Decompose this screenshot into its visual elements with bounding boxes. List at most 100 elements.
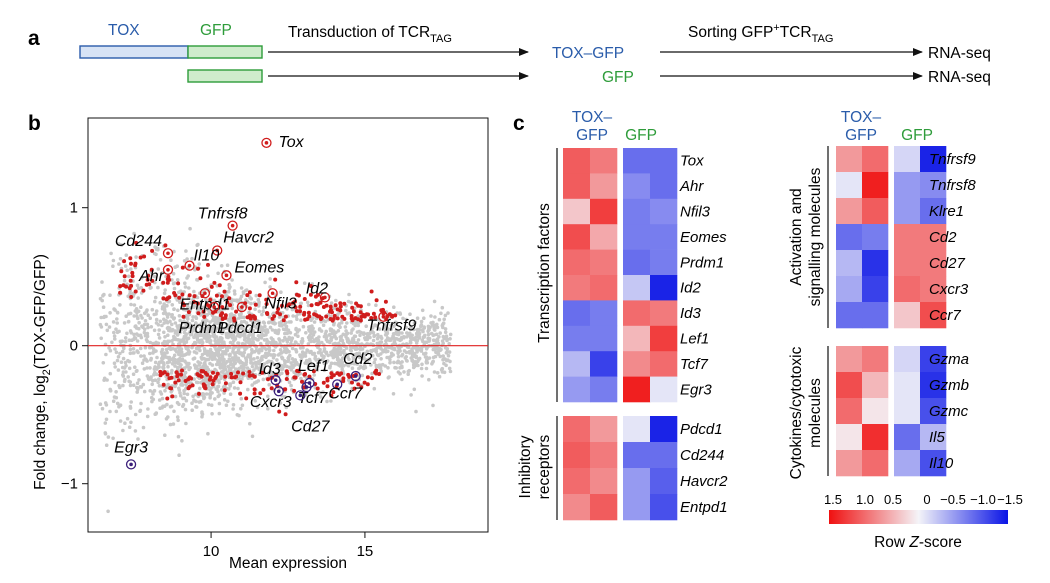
heatmap-cell [862,224,889,251]
heatmap-cell [563,376,591,403]
highlight-point [335,382,340,387]
highlight-ring [267,288,278,299]
background-points [98,226,453,514]
heatmap-cell [623,351,651,377]
heatmap-cell [563,198,591,225]
heatmap-cell [862,302,889,329]
heatmap-cell [590,198,618,225]
heatmap-cell [836,424,863,451]
highlight-point [187,263,192,268]
heatmap-cell [920,250,947,277]
heatmap-cell [590,376,618,403]
y-tick-label: −1 [61,476,78,493]
heatmap-cell [862,276,889,303]
heatmap-gene-label: Ccr7 [929,307,961,324]
heatmap-cell [836,372,863,399]
highlight-point [224,273,229,278]
group-label-activation-2: signalling molecules [807,167,824,306]
highlight-ring [199,288,211,299]
highlight-point [212,305,216,309]
heatmap-cell [836,250,863,277]
heatmap-cell [836,346,863,373]
highlight-ring [378,311,389,322]
x-tick-label: 10 [203,543,220,560]
gene-label: Egr3 [114,439,148,456]
heatmap-cell [894,302,921,329]
heatmap-gene-label: Tnfrsf8 [929,177,976,194]
highlight-point [166,268,170,272]
gene-label: Nfil3 [265,295,297,312]
gene-label: Cd2 [343,351,372,368]
highlight-ring [162,264,174,275]
highlight-ring [236,301,247,313]
heatmap-cell [563,416,591,443]
panel-c: c TOX– GFP GFP TOX– GFP GFP Transcriptio… [513,109,1023,551]
col-header-tox-gfp-left-1: TOX– [572,109,613,126]
heatmaps: Tox Ahr Nfil3 Eomes Prdm1 Id2 Id3 Lef1 Tcf7 Egr3 P… [563,146,976,521]
heatmap-cell [590,325,618,352]
group-label-inhibitory-2: receptors [536,434,553,499]
panel-a: a TOX GFP Transduction of TCRTAG TOX–GFP… [28,22,991,86]
heatmap-gene-label: Pdcd1 [680,421,723,438]
heatmap-cell [650,173,678,200]
heatmap-cell [623,325,651,352]
heatmap-cell [650,416,678,443]
heatmap-cell [836,276,863,303]
heatmap-gene-label: Cd2 [929,229,957,246]
product-tox-gfp: TOX–GFP [552,45,624,62]
heatmap-gene-label: Nfil3 [680,204,711,221]
highlight-point [276,389,281,394]
heatmap-cell [920,346,947,373]
highlight-ring [350,370,361,382]
heatmap-gene-label: Prdm1 [680,254,724,271]
heatmap-gene-label: Lef1 [680,331,709,348]
heatmap-cell [563,442,591,469]
heatmap-cell [590,442,618,469]
heatmap-cell [563,224,591,250]
gene-label: Id2 [306,280,328,297]
highlight-ring [261,137,272,148]
highlight-point [203,291,207,296]
rnaseq-label-2: RNA-seq [928,69,991,86]
gene-label: Ahr [138,268,165,285]
highlight-ring [332,379,343,390]
heatmap-cell [650,442,678,469]
ma-plot-x-axis-label: Mean expression [229,555,347,572]
colorbar-tick-label: 1.5 [824,492,842,507]
ma-plot-gene-labels: Tox Tnfrsf8 Havcr2 Cd244 Il10 Eomes Ahr Entpd1 N… [114,134,416,470]
heatmap-gene-label: Havcr2 [680,473,728,490]
heatmap-cell [920,276,947,303]
heatmap-cell [650,224,678,250]
heatmap-cell [894,424,921,451]
highlight-ring [184,260,195,271]
sorting-label: Sorting GFP+TCRTAG [688,22,833,45]
ma-plot-frame [87,117,489,533]
heatmap-cell [894,398,921,425]
heatmap-cell [590,494,618,521]
heatmap-cell [623,468,651,495]
heatmap-cell [563,325,591,352]
heatmap-cell [623,376,651,403]
heatmap-cell [862,424,889,451]
col-header-gfp-right: GFP [901,127,933,144]
highlight-ring [270,375,281,386]
heatmap-cell [862,398,889,425]
heatmap-cell [590,351,618,377]
heatmap-cell [862,250,889,277]
background-point-cloud [98,226,453,514]
highlight-ring [221,270,232,281]
heatmap-cell [563,351,591,377]
group-label-transcription-factors: Transcription factors [536,203,553,343]
heatmap-cell [650,249,678,276]
heatmap-cell [650,376,678,403]
rnaseq-label-1: RNA-seq [928,45,991,62]
gene-label: Il10 [194,248,220,265]
heatmap-cell [862,346,889,373]
heatmap-cell [920,424,947,451]
heatmap-gene-label: Ahr [679,178,704,195]
heatmap-cell [894,250,921,277]
heatmap-gene-label: Gzmc [929,403,969,420]
heatmap-gene-label: Cd27 [929,255,966,272]
col-header-tox-gfp-left-2: GFP [576,127,608,144]
heatmap-cell [590,224,618,250]
